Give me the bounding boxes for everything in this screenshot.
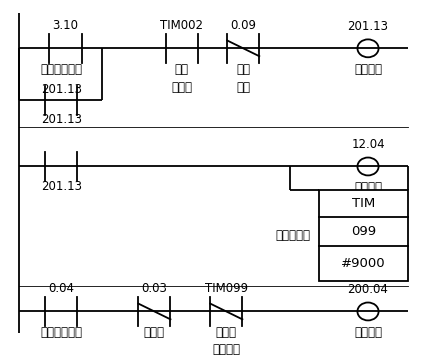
Text: 外周淬火: 外周淬火 <box>354 326 382 339</box>
Text: TIM002: TIM002 <box>160 19 203 32</box>
Text: #9000: #9000 <box>341 257 386 270</box>
Text: 报警计时: 报警计时 <box>212 343 240 355</box>
Text: 过热报警: 过热报警 <box>354 63 382 76</box>
Text: 电抗器: 电抗器 <box>216 326 237 339</box>
Text: TIM099: TIM099 <box>205 282 248 295</box>
Text: 201.13: 201.13 <box>41 180 82 193</box>
Text: 报警定时器: 报警定时器 <box>276 229 311 242</box>
Text: 200.04: 200.04 <box>348 284 388 296</box>
Text: 0.09: 0.09 <box>230 19 256 32</box>
Text: 099: 099 <box>351 225 376 238</box>
Text: 液启动: 液启动 <box>171 81 192 94</box>
Text: 外周淬火输入: 外周淬火输入 <box>40 326 82 339</box>
Text: 12.04: 12.04 <box>351 139 385 151</box>
Text: 淬火: 淬火 <box>175 63 189 76</box>
Text: 工序１: 工序１ <box>144 326 165 339</box>
Text: 输出报警: 输出报警 <box>354 182 382 194</box>
Text: 0.04: 0.04 <box>48 282 74 295</box>
Text: 201.13: 201.13 <box>41 113 82 126</box>
Text: 201.13: 201.13 <box>348 20 388 33</box>
Text: 清零: 清零 <box>236 81 250 94</box>
Text: 3.10: 3.10 <box>52 19 79 32</box>
Text: 异常: 异常 <box>236 63 250 76</box>
Text: 201.13: 201.13 <box>41 83 82 96</box>
Text: 0.03: 0.03 <box>141 282 168 295</box>
Text: 温控开关输入: 温控开关输入 <box>40 63 82 76</box>
Bar <box>319 190 408 281</box>
Text: TIM: TIM <box>352 197 375 210</box>
